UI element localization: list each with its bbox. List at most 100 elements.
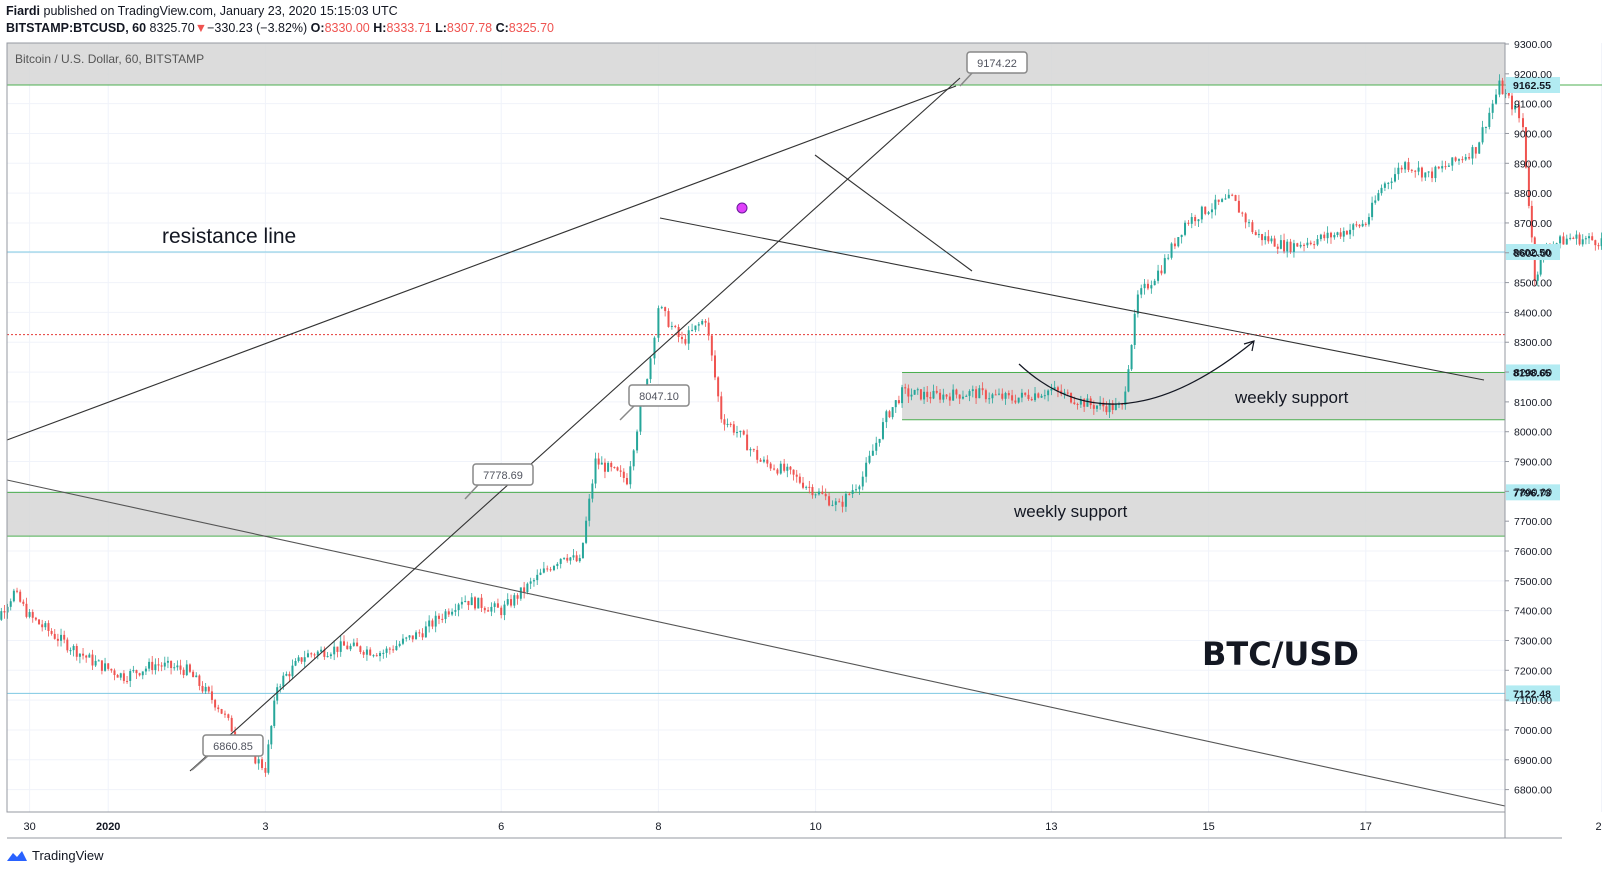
trendline[interactable] <box>814 154 973 272</box>
candle-body <box>1121 403 1124 405</box>
price-callout[interactable]: 6860.85 <box>191 734 264 771</box>
candle-body <box>1292 243 1295 252</box>
candle-body <box>585 520 588 543</box>
candle-body <box>1309 242 1312 245</box>
candle-body <box>1336 232 1339 235</box>
y-tick-label: 8500.00 <box>1514 278 1552 290</box>
candle-body <box>1283 240 1286 252</box>
candle-body <box>1273 238 1276 247</box>
candle-body <box>116 675 119 678</box>
candle-body <box>878 438 881 443</box>
annotation-weekly-support-lower[interactable]: weekly support <box>1013 502 1128 521</box>
candle-body <box>1514 105 1517 110</box>
candle-body <box>1073 402 1076 405</box>
candle-body <box>1319 234 1322 240</box>
candle-body <box>1333 234 1336 238</box>
candle-body <box>297 657 300 661</box>
candle-body <box>1562 236 1565 245</box>
candle-body <box>981 388 984 391</box>
zone-band <box>7 43 1505 85</box>
plot-frame <box>6 42 1506 813</box>
candle-body <box>684 339 687 344</box>
chart-axes: 6800.00 6900.00 7000.00 7100.00 7200.00 7300.… <box>6 39 1602 839</box>
candle-body <box>510 599 513 606</box>
candle-body <box>69 650 72 652</box>
open-value: 8330.00 <box>324 21 370 35</box>
trendline-drawings[interactable] <box>6 77 1506 807</box>
candle-body <box>1569 237 1572 239</box>
annotation-weekly-support-upper[interactable]: weekly support <box>1234 388 1349 407</box>
candle-body <box>270 725 273 745</box>
candle-body <box>1581 239 1584 245</box>
price-axis-tag: 7122.48 <box>1506 685 1560 702</box>
candle-body <box>1133 313 1136 345</box>
trendline[interactable] <box>659 217 1485 381</box>
candle-body <box>291 665 294 677</box>
projection-arc[interactable] <box>1018 341 1254 405</box>
candle-body <box>1461 159 1464 161</box>
price-callout[interactable]: 8047.10 <box>619 384 690 421</box>
candle-body <box>198 675 201 686</box>
callout-pointer <box>464 483 480 500</box>
trendline[interactable] <box>6 479 1506 807</box>
price-tag-bg <box>1506 364 1560 381</box>
candle-body <box>1361 223 1364 227</box>
candle-body <box>667 311 670 327</box>
candle-body <box>1484 126 1487 128</box>
price-callout[interactable]: 7778.69 <box>464 463 534 500</box>
candle-body <box>104 663 107 671</box>
annotation-btc-usd[interactable]: BTC/USD <box>1202 635 1359 673</box>
y-tick-label: 7900.00 <box>1514 457 1552 469</box>
candle-body <box>824 493 827 497</box>
candle-body <box>1410 169 1413 171</box>
candle-body <box>1444 166 1447 168</box>
candle-body <box>31 612 34 618</box>
down-arrow-icon: ▼ <box>194 21 208 35</box>
candle-body <box>176 665 179 668</box>
publisher-name[interactable]: Fiardi <box>6 4 41 18</box>
price-tag-text: 7796.73 <box>1513 487 1551 499</box>
candle-body <box>622 471 625 478</box>
trendline[interactable] <box>6 85 957 441</box>
y-tick-label: 7100.00 <box>1514 695 1552 707</box>
candle-body <box>1464 157 1467 160</box>
candle-body <box>1083 399 1086 407</box>
candle-body <box>736 432 738 434</box>
candle-body <box>1454 157 1457 161</box>
candle-body <box>1510 95 1513 110</box>
candle-body <box>1184 222 1187 235</box>
candle-body <box>844 493 847 507</box>
candle-body <box>597 458 600 465</box>
candle-body <box>851 490 854 494</box>
candle-body <box>529 581 532 584</box>
y-tick-label: 7300.00 <box>1514 635 1552 647</box>
candle-body <box>1468 157 1471 159</box>
candle-body <box>100 660 103 671</box>
candle-body <box>1027 394 1030 399</box>
candle-body <box>821 491 824 494</box>
symbol-name[interactable]: BITSTAMP:BTCUSD, 60 <box>6 21 147 35</box>
candle-body <box>855 489 858 491</box>
candle-body <box>257 759 260 764</box>
callout-pointer <box>191 754 210 771</box>
price-callout[interactable]: 9174.22 <box>959 51 1028 87</box>
candle-body <box>1578 234 1581 245</box>
candle-body <box>773 468 776 470</box>
callout-text: 8047.10 <box>639 391 679 403</box>
candle-body <box>457 604 460 611</box>
footer-brand[interactable]: TradingView <box>6 848 104 863</box>
annotation-resistance-line[interactable]: resistance line <box>162 225 296 248</box>
candle-body <box>674 325 677 327</box>
marker-dot[interactable] <box>736 202 748 214</box>
candle-body <box>1007 393 1010 396</box>
candle-body <box>388 648 391 650</box>
candle-body <box>1495 94 1498 104</box>
candle-body <box>991 394 994 399</box>
candle-body <box>261 759 264 768</box>
trendline[interactable] <box>189 77 961 772</box>
candle-body <box>129 671 132 681</box>
x-tick-label: 30 <box>23 821 35 833</box>
candle-body <box>1047 390 1050 396</box>
candle-body <box>408 635 411 638</box>
